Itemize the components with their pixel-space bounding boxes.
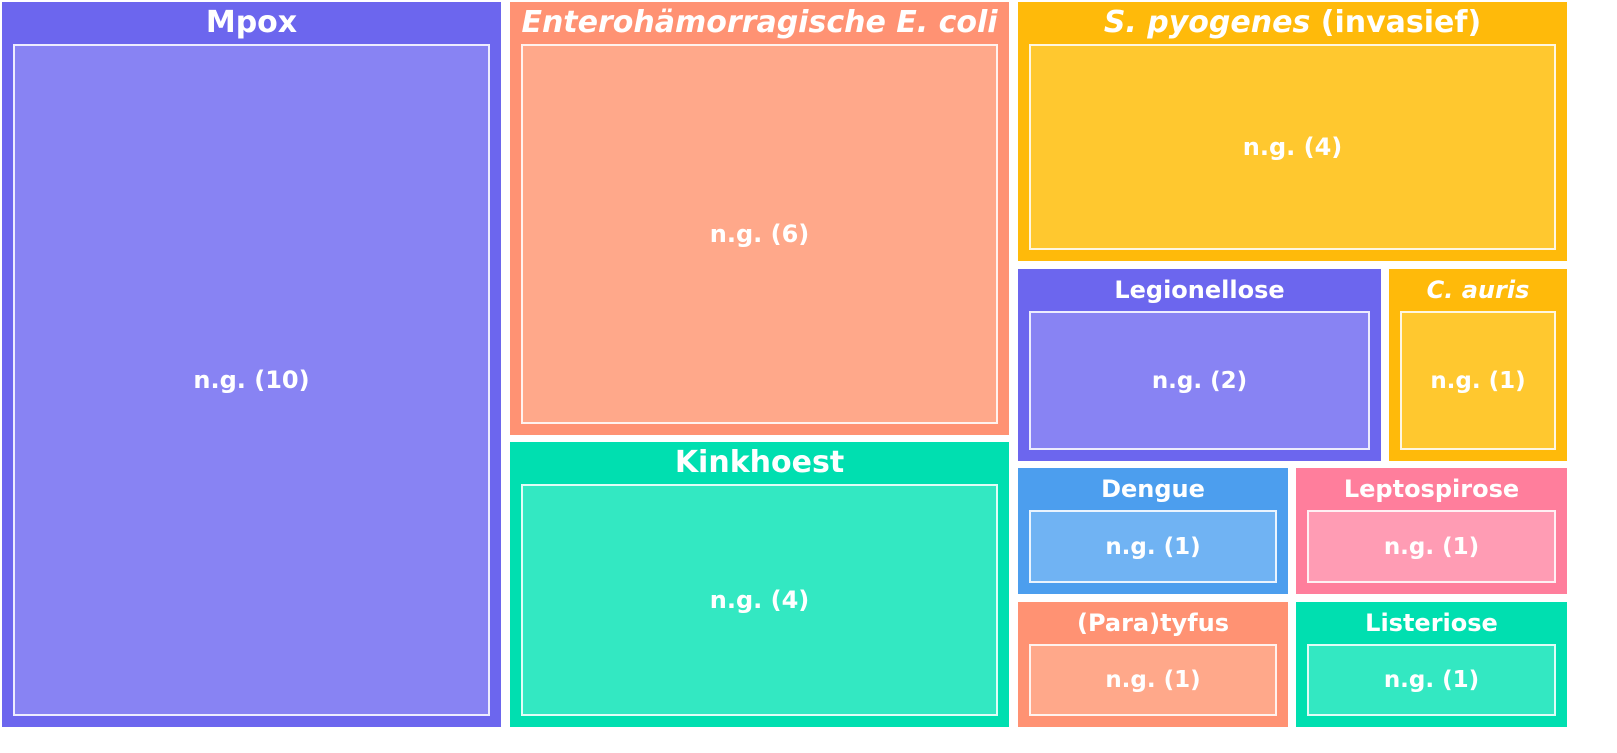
treemap-leaf: n.g. (2) bbox=[1029, 311, 1370, 450]
treemap-cell-title: C. auris bbox=[1426, 276, 1530, 304]
treemap-leaf: n.g. (4) bbox=[1029, 44, 1556, 250]
treemap-value-label: n.g. (1) bbox=[1383, 667, 1480, 693]
treemap-leaf: n.g. (6) bbox=[521, 44, 998, 424]
treemap-value-label: n.g. (4) bbox=[1242, 133, 1343, 161]
treemap-leaf: n.g. (10) bbox=[13, 44, 490, 716]
treemap-leaf: n.g. (1) bbox=[1400, 311, 1556, 450]
treemap-cell-leptospirose: Leptospirose n.g. (1) bbox=[1296, 468, 1567, 594]
treemap-cell-title: Legionellose bbox=[1114, 276, 1285, 304]
treemap-cell-legionellose: Legionellose n.g. (2) bbox=[1018, 269, 1381, 461]
treemap-leaf: n.g. (4) bbox=[521, 484, 998, 716]
treemap-cell-kinkhoest: Kinkhoest n.g. (4) bbox=[510, 442, 1009, 727]
treemap-cell-title: Leptospirose bbox=[1343, 475, 1520, 503]
treemap-value-label: n.g. (10) bbox=[193, 366, 310, 394]
treemap-value-label: n.g. (1) bbox=[1383, 533, 1480, 560]
treemap-cell-para-tyfus: (Para)tyfus n.g. (1) bbox=[1018, 602, 1288, 727]
treemap-cell-title: Listeriose bbox=[1365, 609, 1498, 637]
treemap-cell-title: S. pyogenes (invasief) bbox=[1103, 5, 1482, 40]
treemap-cell-c-auris: C. auris n.g. (1) bbox=[1389, 269, 1567, 461]
treemap-leaf: n.g. (1) bbox=[1307, 644, 1556, 716]
treemap-cell-title: Mpox bbox=[205, 5, 298, 40]
treemap-value-label: n.g. (1) bbox=[1105, 533, 1201, 560]
treemap-value-label: n.g. (4) bbox=[709, 586, 810, 614]
treemap-cell-title: Dengue bbox=[1101, 475, 1205, 503]
treemap-cell-mpox: Mpox n.g. (10) bbox=[2, 2, 501, 727]
treemap-cell-title: (Para)tyfus bbox=[1076, 609, 1230, 637]
treemap-value-label: n.g. (6) bbox=[709, 220, 810, 248]
treemap-value-label: n.g. (2) bbox=[1151, 367, 1248, 394]
treemap-value-label: n.g. (1) bbox=[1430, 367, 1526, 394]
treemap-cell-listeriose: Listeriose n.g. (1) bbox=[1296, 602, 1567, 727]
treemap-cell-enteroh-morragische-e-coli: Enterohämorragische E. coli n.g. (6) bbox=[510, 2, 1009, 435]
treemap-leaf: n.g. (1) bbox=[1307, 510, 1556, 583]
treemap-cell-title: Kinkhoest bbox=[674, 445, 845, 480]
treemap-cell-dengue: Dengue n.g. (1) bbox=[1018, 468, 1288, 594]
treemap-value-label: n.g. (1) bbox=[1105, 667, 1201, 693]
treemap-cell-title: Enterohämorragische E. coli bbox=[521, 5, 998, 40]
treemap-cell-s-pyogenes-invasief: S. pyogenes (invasief) n.g. (4) bbox=[1018, 2, 1567, 261]
treemap-leaf: n.g. (1) bbox=[1029, 644, 1277, 716]
treemap-leaf: n.g. (1) bbox=[1029, 510, 1277, 583]
